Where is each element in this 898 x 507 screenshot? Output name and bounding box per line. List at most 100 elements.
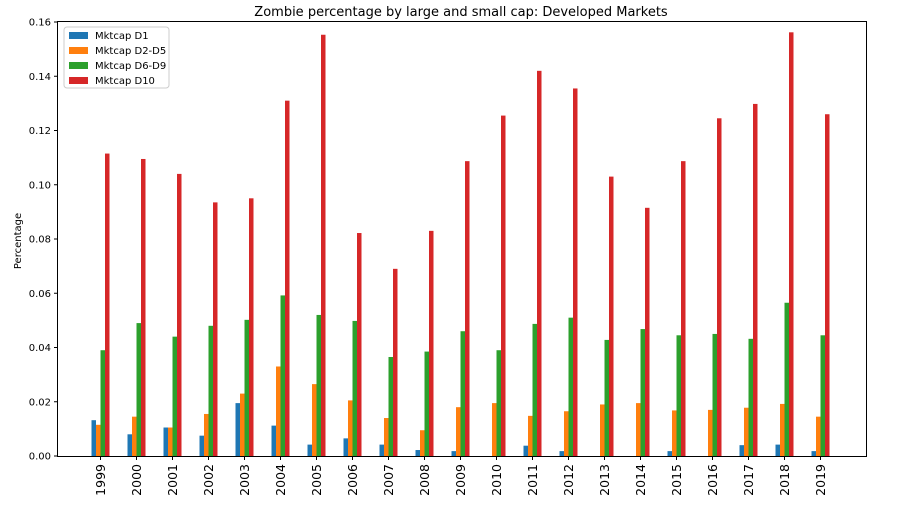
bar — [235, 403, 240, 456]
bar — [640, 329, 645, 456]
bar — [775, 444, 780, 456]
x-tick-label: 1999 — [93, 464, 108, 496]
x-tick-label: 2007 — [381, 464, 396, 496]
bar — [352, 320, 357, 456]
bar — [465, 161, 470, 456]
y-tick-label: 0.08 — [29, 235, 51, 246]
bar — [636, 403, 641, 456]
bar — [429, 230, 434, 456]
x-tick-label: 2012 — [561, 464, 576, 496]
bar — [168, 427, 173, 456]
y-tick-label: 0.04 — [29, 343, 51, 354]
bar — [357, 233, 362, 456]
legend: Mktcap D1 Mktcap D2-D5 Mktcap D6-D9 Mktcap … — [63, 26, 170, 89]
bar — [141, 158, 146, 457]
x-tick-label: 2017 — [741, 464, 756, 496]
bars-group — [91, 32, 830, 457]
bar — [717, 118, 722, 456]
y-tick-label: 0.00 — [29, 452, 51, 463]
x-tick-label: 2018 — [777, 464, 792, 496]
y-tick-label: 0.06 — [29, 289, 51, 300]
bar — [321, 34, 326, 456]
bar — [667, 451, 672, 456]
bar — [316, 314, 321, 456]
bar — [271, 425, 276, 456]
bar — [424, 351, 429, 456]
legend-swatch — [69, 47, 88, 54]
bar — [676, 335, 681, 456]
x-tick-label: 2001 — [165, 464, 180, 496]
bar — [820, 335, 825, 456]
bar — [573, 88, 578, 457]
bar — [127, 434, 132, 456]
x-tick-label: 2013 — [597, 464, 612, 496]
legend-label: Mktcap D6-D9 — [95, 61, 166, 72]
bar — [609, 176, 614, 457]
bar — [163, 427, 168, 456]
bar — [681, 161, 686, 456]
bar — [789, 32, 794, 457]
y-tick-label: 0.16 — [29, 18, 51, 29]
bar — [568, 317, 573, 456]
bar — [96, 424, 101, 456]
bar — [276, 366, 281, 456]
legend-swatch — [69, 62, 88, 69]
bar — [91, 420, 96, 456]
bar — [528, 415, 533, 456]
bar — [393, 268, 398, 456]
bar — [348, 400, 353, 456]
bar — [177, 173, 182, 456]
bar — [199, 435, 204, 456]
y-ticks-group: 0.00 0.02 0.04 0.06 0.08 0.10 0.12 0.14 0.16 — [29, 18, 58, 463]
bar — [604, 339, 609, 456]
bar — [208, 325, 213, 456]
bar — [307, 444, 312, 456]
bar — [249, 198, 254, 456]
x-ticks-group: 1999 2000 2001 2002 2003 2004 2005 2006 2007 2008… — [93, 456, 828, 496]
bar — [780, 403, 785, 456]
legend-swatch — [69, 77, 88, 84]
bar — [811, 451, 816, 456]
bar — [748, 338, 753, 456]
y-axis-label: Percentage — [13, 213, 24, 269]
bar — [816, 416, 821, 456]
bar — [708, 409, 713, 456]
plot-frame — [57, 21, 867, 457]
bar — [280, 295, 285, 456]
bar — [492, 403, 497, 456]
y-tick-label: 0.02 — [29, 397, 51, 408]
x-tick-label: 2008 — [417, 464, 432, 496]
bar — [100, 350, 105, 456]
bar — [420, 430, 425, 456]
bar — [559, 451, 564, 456]
bar — [244, 319, 249, 456]
bar — [460, 331, 465, 456]
x-tick-label: 2014 — [633, 464, 648, 496]
x-tick-label: 2003 — [237, 464, 252, 496]
bar — [739, 445, 744, 456]
bar — [204, 413, 209, 456]
bar — [753, 103, 758, 457]
bar — [744, 407, 749, 456]
x-tick-label: 2011 — [525, 464, 540, 496]
bar — [213, 202, 218, 456]
legend-label: Mktcap D10 — [95, 76, 155, 87]
bar — [784, 302, 789, 456]
bar — [672, 410, 677, 456]
bar — [343, 438, 348, 456]
bar — [379, 444, 384, 456]
y-tick-label: 0.14 — [29, 72, 51, 83]
x-tick-label: 2015 — [669, 464, 684, 496]
legend-swatch — [69, 32, 88, 39]
bar — [285, 100, 290, 456]
x-tick-label: 2019 — [813, 464, 828, 496]
bar — [240, 393, 245, 456]
bar — [496, 350, 501, 456]
bar — [532, 323, 537, 456]
bar — [312, 384, 317, 456]
x-tick-label: 2009 — [453, 464, 468, 496]
bar — [537, 70, 542, 456]
bar — [825, 114, 830, 456]
chart-title: Zombie percentage by large and small cap… — [254, 5, 668, 20]
